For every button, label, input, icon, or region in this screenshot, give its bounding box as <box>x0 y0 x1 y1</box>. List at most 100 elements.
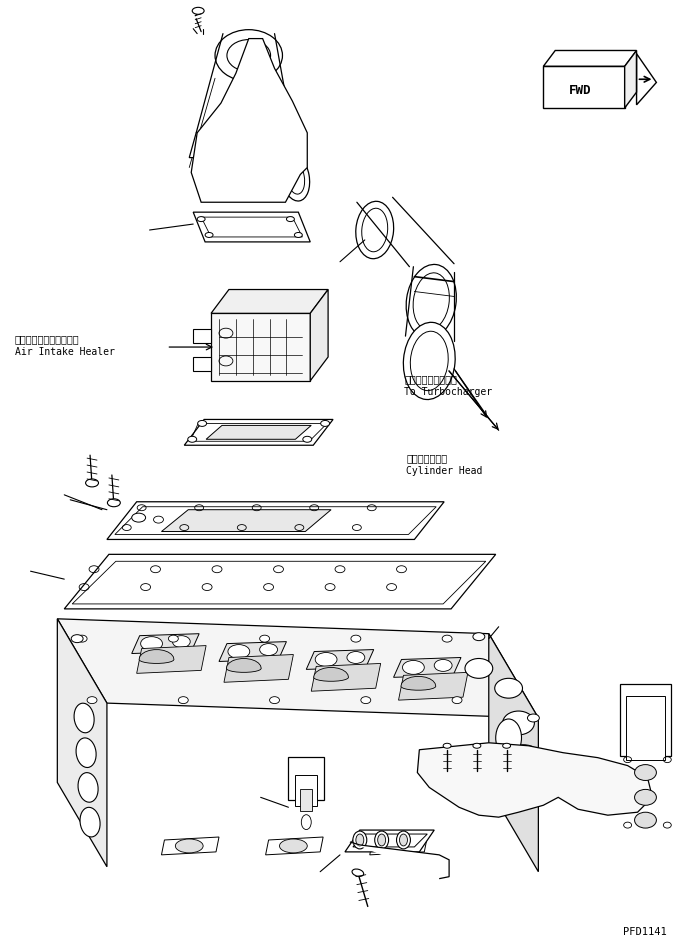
Ellipse shape <box>400 834 407 846</box>
Polygon shape <box>57 619 539 718</box>
Polygon shape <box>370 837 427 855</box>
Polygon shape <box>345 830 435 852</box>
Polygon shape <box>107 501 444 539</box>
Polygon shape <box>306 649 374 669</box>
Ellipse shape <box>301 814 311 830</box>
Bar <box>193 357 211 371</box>
Polygon shape <box>310 289 328 381</box>
Polygon shape <box>132 633 199 653</box>
Bar <box>626 696 665 759</box>
Ellipse shape <box>377 834 386 846</box>
Polygon shape <box>219 642 286 662</box>
Ellipse shape <box>71 634 83 643</box>
Ellipse shape <box>321 421 330 427</box>
Polygon shape <box>57 619 107 866</box>
Ellipse shape <box>403 661 424 674</box>
Ellipse shape <box>353 831 367 848</box>
Ellipse shape <box>260 635 269 642</box>
Ellipse shape <box>316 652 337 666</box>
Ellipse shape <box>347 651 364 664</box>
Polygon shape <box>137 646 206 673</box>
Ellipse shape <box>496 719 522 757</box>
Ellipse shape <box>303 436 311 443</box>
Ellipse shape <box>269 697 279 703</box>
Polygon shape <box>189 133 301 157</box>
Text: FWD: FWD <box>568 84 591 97</box>
Ellipse shape <box>352 869 364 876</box>
Ellipse shape <box>634 812 656 829</box>
Bar <box>301 790 312 811</box>
Ellipse shape <box>503 711 534 735</box>
Ellipse shape <box>528 714 539 722</box>
Ellipse shape <box>77 635 87 642</box>
Polygon shape <box>226 659 261 672</box>
Ellipse shape <box>495 679 522 698</box>
Ellipse shape <box>506 745 541 771</box>
Ellipse shape <box>87 697 97 703</box>
Polygon shape <box>193 212 310 242</box>
Ellipse shape <box>351 635 361 642</box>
Ellipse shape <box>215 29 282 82</box>
Ellipse shape <box>281 154 309 201</box>
Ellipse shape <box>406 264 456 338</box>
Polygon shape <box>139 649 174 664</box>
Ellipse shape <box>452 697 462 703</box>
Ellipse shape <box>154 516 163 523</box>
Ellipse shape <box>175 839 203 853</box>
Ellipse shape <box>286 217 294 222</box>
Polygon shape <box>266 837 323 855</box>
Polygon shape <box>394 658 461 677</box>
Bar <box>288 757 324 800</box>
Polygon shape <box>313 667 349 682</box>
Ellipse shape <box>442 635 452 642</box>
Polygon shape <box>211 314 310 381</box>
Polygon shape <box>311 664 381 691</box>
Text: ターボチャージャヘ: ターボチャージャヘ <box>404 374 457 384</box>
Polygon shape <box>224 654 293 683</box>
Ellipse shape <box>188 436 197 443</box>
Polygon shape <box>161 837 219 855</box>
Polygon shape <box>625 50 636 108</box>
Bar <box>295 775 317 806</box>
Ellipse shape <box>86 479 99 487</box>
Text: Air Intake Healer: Air Intake Healer <box>15 347 115 357</box>
Ellipse shape <box>473 743 481 748</box>
Ellipse shape <box>634 790 656 805</box>
Ellipse shape <box>634 765 656 780</box>
Ellipse shape <box>473 632 485 641</box>
Polygon shape <box>418 743 652 817</box>
Ellipse shape <box>435 660 452 671</box>
Polygon shape <box>211 289 328 314</box>
Bar <box>619 684 671 756</box>
Ellipse shape <box>228 645 250 659</box>
Ellipse shape <box>178 697 188 703</box>
Ellipse shape <box>496 770 520 805</box>
Polygon shape <box>161 510 331 532</box>
Ellipse shape <box>294 232 303 237</box>
Ellipse shape <box>197 217 205 222</box>
Ellipse shape <box>279 839 307 853</box>
Polygon shape <box>398 672 468 701</box>
Ellipse shape <box>132 513 146 522</box>
Ellipse shape <box>396 831 411 848</box>
Ellipse shape <box>384 839 411 853</box>
Polygon shape <box>191 39 307 202</box>
Ellipse shape <box>192 8 204 14</box>
Ellipse shape <box>107 499 120 507</box>
Polygon shape <box>65 555 496 609</box>
Ellipse shape <box>443 743 451 748</box>
Ellipse shape <box>78 773 98 802</box>
Polygon shape <box>184 419 333 446</box>
Ellipse shape <box>356 834 364 846</box>
Polygon shape <box>401 677 436 690</box>
Polygon shape <box>206 426 311 439</box>
Polygon shape <box>350 842 449 879</box>
Ellipse shape <box>356 201 394 259</box>
Ellipse shape <box>205 232 213 237</box>
Ellipse shape <box>517 753 539 782</box>
Ellipse shape <box>260 644 277 655</box>
Polygon shape <box>489 633 539 872</box>
Ellipse shape <box>141 637 163 650</box>
Text: シリンダヘッド: シリンダヘッド <box>406 453 447 463</box>
Text: PFD1141: PFD1141 <box>624 926 667 937</box>
